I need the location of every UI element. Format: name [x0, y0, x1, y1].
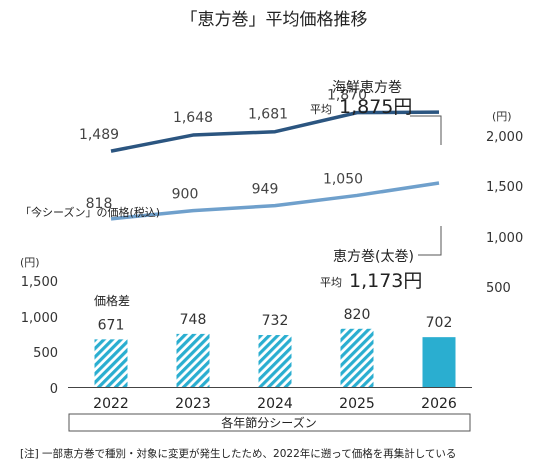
bar: [340, 328, 374, 387]
futomaki-leader-line: [418, 226, 442, 256]
line-series-path: [110, 110, 440, 153]
line-value-label: 900: [172, 187, 199, 203]
x-tick-labels: 2022 2023 2024 2025 2026: [93, 396, 457, 412]
right-axis-unit: (円): [492, 110, 512, 123]
x-tick-label: 2023: [175, 396, 211, 412]
left-tick-label: 500: [33, 346, 58, 361]
bar-data-labels: 671 748 732 820 702: [98, 307, 453, 334]
line-value-label: 1,489: [79, 127, 119, 143]
seafood-leader-line: [410, 115, 442, 145]
x-tick-label: 2025: [339, 396, 375, 412]
diff-label: 価格差: [94, 293, 130, 308]
bar-value-label: 820: [344, 307, 371, 323]
right-tick-label: 2,000: [486, 130, 523, 145]
bar: [258, 335, 292, 387]
line-value-label: 818: [86, 196, 113, 212]
left-tick-label: 0: [50, 382, 58, 397]
bar: [176, 333, 210, 387]
left-tick-label: 1,000: [21, 311, 58, 326]
seafood-avg-prefix: 平均: [310, 103, 332, 116]
line-value-label: 1,050: [323, 171, 363, 187]
futomaki-annotation: 恵方巻(太巻) 平均 1,173円: [320, 226, 442, 292]
left-axis: (円) 1,500 1,000 500 0: [20, 256, 58, 397]
chart-title: 「恵方巻」平均価格推移: [181, 10, 368, 30]
bar-value-label: 702: [426, 315, 453, 331]
x-tick-label: 2022: [93, 396, 129, 412]
right-tick-label: 500: [486, 281, 511, 296]
line-value-label: 1,648: [173, 110, 213, 126]
x-tick-label: 2024: [257, 396, 293, 412]
footnote: [注] 一部恵方巻で種別・対象に変更が発生したため、2022年に遡って価格を再集…: [20, 447, 456, 460]
line-value-label: 1,870: [327, 88, 367, 104]
line-series-path: [110, 181, 440, 221]
line-series: [110, 110, 440, 221]
x-tick-label: 2026: [421, 396, 457, 412]
left-tick-label: 1,500: [21, 275, 58, 290]
seafood-annotation: 海鮮恵方巻 平均 1,875円: [310, 80, 442, 145]
bar-value-label: 748: [180, 312, 207, 328]
right-axis: (円) 2,000 1,500 1,000 500: [486, 110, 523, 296]
futomaki-title: 恵方巻(太巻): [333, 249, 414, 265]
line-value-label: 949: [252, 182, 279, 198]
line-value-label: 1,681: [248, 107, 288, 123]
futomaki-avg-prefix: 平均: [320, 276, 342, 289]
left-axis-unit: (円): [20, 256, 40, 269]
right-tick-label: 1,000: [486, 231, 523, 246]
bar-series: [94, 328, 456, 387]
futomaki-avg-value: 1,173円: [349, 270, 422, 292]
right-tick-label: 1,500: [486, 180, 523, 195]
bar-value-label: 732: [262, 313, 289, 329]
seafood-title: 海鮮恵方巻: [332, 80, 402, 96]
line-data-labels: 1,489 1,648 1,681 1,870 818 900 949 1,050: [79, 88, 367, 212]
section-label: 「今シーズン」の価格(税込): [20, 205, 160, 219]
x-axis-title: 各年節分シーズン: [221, 415, 316, 430]
bar-value-label: 671: [98, 317, 125, 333]
bar: [422, 337, 456, 387]
x-axis-title-box: [68, 413, 471, 432]
bar: [94, 339, 128, 387]
seafood-avg-value: 1,875円: [339, 96, 412, 118]
